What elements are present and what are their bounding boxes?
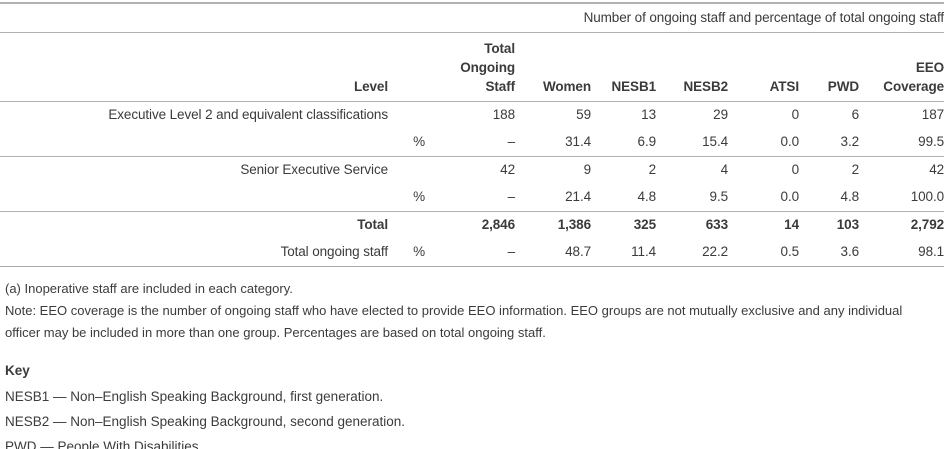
column-header-level: Level [0, 32, 388, 102]
value-pwd: 2 [851, 162, 860, 177]
value-nesb1: 325 [633, 217, 656, 232]
value-total-ongoing-staff: – [425, 184, 515, 212]
table-row-ses-count: Senior Executive Service 42 9 2 4 0 2 42 [0, 157, 944, 185]
column-header-atsi: ATSI [728, 32, 799, 102]
value-eeo-coverage: 42 [929, 162, 944, 177]
column-header-nesb1: NESB1 [591, 32, 656, 102]
value-nesb2: 15.4 [656, 129, 728, 157]
value-pwd: 4.8 [799, 184, 859, 212]
table-row-el2-count: Executive Level 2 and equivalent classif… [0, 102, 944, 130]
value-atsi: 0.0 [728, 129, 799, 157]
column-header-nesb2: NESB2 [656, 32, 728, 102]
eeo-staff-table: Number of ongoing staff and percentage o… [0, 2, 944, 267]
value-nesb1: 6.9 [591, 129, 656, 157]
span-header-spacer [0, 3, 425, 33]
level-label: Senior Executive Service [240, 162, 388, 177]
value-pwd: 103 [836, 217, 859, 232]
value-women: 31.4 [515, 129, 591, 157]
column-header-total-ongoing-staff: Total Ongoing Staff [425, 32, 515, 102]
unit-cell [388, 212, 425, 240]
value-atsi: 0.0 [728, 184, 799, 212]
key-title: Key [5, 363, 30, 378]
note-text: Note: EEO coverage is the number of ongo… [5, 303, 903, 340]
column-header-pwd: PWD [799, 32, 859, 102]
value-atsi: 0 [791, 162, 800, 177]
key-item-pwd: PWD — People With Disabilities. [5, 439, 203, 449]
value-women: 59 [576, 107, 591, 122]
level-label [0, 129, 388, 157]
table-notes: (a) Inoperative staff are included in ea… [0, 267, 944, 449]
column-header-eeo-coverage: EEO Coverage [859, 32, 944, 102]
value-eeo-coverage: 2,792 [910, 217, 944, 232]
unit-cell: % [388, 184, 425, 212]
value-atsi: 0 [791, 107, 800, 122]
value-women: 48.7 [515, 239, 591, 267]
table-row-total-percent: Total ongoing staff % – 48.7 11.4 22.2 0… [0, 239, 944, 267]
value-eeo-coverage: 99.5 [859, 129, 944, 157]
unit-cell: % [388, 129, 425, 157]
value-women: 1,386 [557, 217, 591, 232]
value-nesb1: 11.4 [591, 239, 656, 267]
value-nesb2: 22.2 [656, 239, 728, 267]
value-total-ongoing-staff: – [425, 129, 515, 157]
key-item-nesb2: NESB2 — Non–English Speaking Background,… [5, 414, 406, 429]
table-row-total-count: Total 2,846 1,386 325 633 14 103 2,792 [0, 212, 944, 240]
unit-cell [388, 157, 425, 185]
column-header-unit [388, 32, 425, 102]
column-header-women: Women [515, 32, 591, 102]
value-nesb1: 13 [641, 107, 656, 122]
value-total-ongoing-staff: – [425, 239, 515, 267]
level-label: Total ongoing staff [0, 239, 388, 267]
value-pwd: 3.6 [799, 239, 859, 267]
table-column-header-row: Level Total Ongoing Staff Women NESB1 NE… [0, 32, 944, 102]
key-item-nesb1: NESB1 — Non–English Speaking Background,… [5, 389, 384, 404]
value-nesb2: 29 [713, 107, 728, 122]
value-total-ongoing-staff: 2,846 [481, 217, 515, 232]
value-nesb1: 4.8 [591, 184, 656, 212]
footnote-a: (a) Inoperative staff are included in ea… [5, 281, 293, 296]
value-women: 9 [583, 162, 592, 177]
unit-cell: % [388, 239, 425, 267]
level-label [0, 184, 388, 212]
value-nesb2: 633 [705, 217, 728, 232]
value-total-ongoing-staff: 188 [492, 107, 515, 122]
value-eeo-coverage: 100.0 [859, 184, 944, 212]
value-total-ongoing-staff: 42 [500, 162, 515, 177]
value-atsi: 14 [784, 217, 799, 232]
value-pwd: 6 [851, 107, 860, 122]
level-label: Executive Level 2 and equivalent classif… [108, 107, 388, 122]
value-atsi: 0.5 [728, 239, 799, 267]
table-span-header-row: Number of ongoing staff and percentage o… [0, 3, 944, 33]
value-women: 21.4 [515, 184, 591, 212]
table-row-ses-percent: % – 21.4 4.8 9.5 0.0 4.8 100.0 [0, 184, 944, 212]
unit-cell [388, 102, 425, 130]
value-eeo-coverage: 98.1 [859, 239, 944, 267]
table-span-header: Number of ongoing staff and percentage o… [425, 3, 944, 33]
value-pwd: 3.2 [799, 129, 859, 157]
table-row-el2-percent: % – 31.4 6.9 15.4 0.0 3.2 99.5 [0, 129, 944, 157]
value-nesb1: 2 [648, 162, 657, 177]
value-nesb2: 4 [720, 162, 729, 177]
value-nesb2: 9.5 [656, 184, 728, 212]
level-label: Total [357, 217, 388, 232]
value-eeo-coverage: 187 [921, 107, 944, 122]
